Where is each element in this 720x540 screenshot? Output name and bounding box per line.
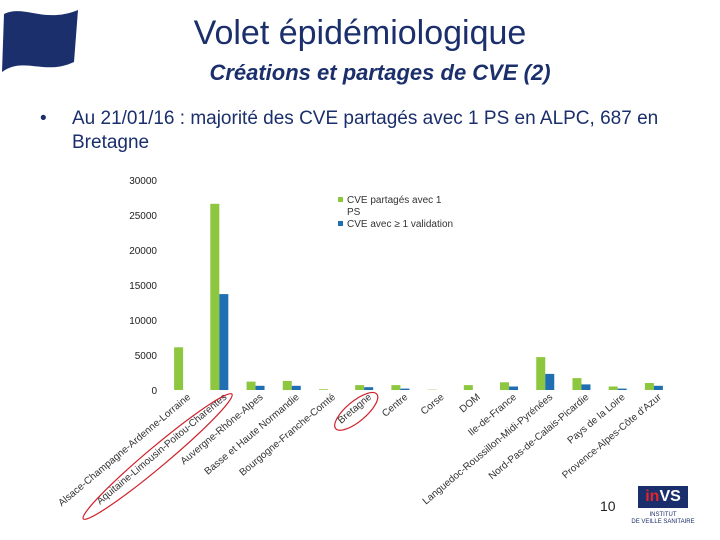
bar-series-1: [391, 385, 401, 390]
bar-series-1: [246, 381, 256, 390]
x-tick-label: Centre: [380, 392, 410, 420]
bar-series-1: [644, 383, 654, 390]
annotation-circle: [82, 393, 233, 520]
bar-series-1: [536, 357, 546, 390]
y-tick-label: 15000: [129, 281, 157, 292]
bar-series-2: [545, 373, 555, 390]
legend-swatch-2: [338, 221, 343, 226]
bar-series-2: [255, 385, 265, 390]
legend-label-1-line2: PS: [347, 207, 361, 218]
bar-series-1: [608, 386, 618, 390]
x-tick-label: Languedoc-Roussillon-Midi-Pyrénées: [421, 392, 555, 507]
legend-label-2: CVE avec ≥ 1 validation: [347, 219, 453, 230]
bar-series-1: [355, 385, 365, 390]
bar-series-1: [282, 380, 292, 390]
bar-series-2: [291, 385, 301, 390]
legend-label-1: CVE partagés avec 1 PS: [347, 195, 442, 218]
bar-series-1: [463, 385, 473, 390]
y-tick-label: 30000: [129, 176, 157, 187]
bar-series-2: [653, 385, 663, 390]
invs-logo-mark: inVS: [638, 486, 688, 508]
flag-logo: [2, 10, 78, 72]
bar-series-2: [400, 388, 410, 390]
bar-series-1: [318, 389, 328, 390]
invs-logo-line2: DE VEILLE SANITAIRE: [631, 519, 695, 525]
bar-series-2: [509, 386, 519, 390]
invs-logo-line1: INSTITUT: [649, 512, 677, 518]
bullet-text: Au 21/01/16 : majorité des CVE partagés …: [72, 108, 659, 153]
y-tick-label: 5000: [135, 351, 158, 362]
bullet-marker: •: [40, 108, 47, 129]
x-tick-label: Corse: [419, 392, 447, 418]
legend-label-1-line1: CVE partagés avec 1: [347, 195, 442, 206]
bar-series-1: [210, 203, 220, 390]
y-tick-label: 25000: [129, 211, 157, 222]
x-tick-label: Alsace-Champagne-Ardenne-Lorraine: [57, 392, 194, 509]
invs-logo: inVS INSTITUT DE VEILLE SANITAIRE: [630, 484, 696, 538]
bar-series-2: [219, 294, 229, 390]
invs-logo-prefix: in: [645, 488, 660, 505]
annotation-circle: [334, 391, 379, 431]
bar-series-1: [500, 382, 510, 390]
y-tick-label: 0: [151, 386, 157, 397]
bar-series-1: [174, 347, 184, 390]
bar-series-1: [572, 378, 582, 390]
legend-swatch-1: [338, 197, 343, 202]
x-tick-label: Aquitaine-Limousin-Poitou-Charentes: [95, 392, 229, 507]
bar-series-2: [617, 388, 627, 390]
x-tick-label: DOM: [458, 392, 483, 415]
y-tick-label: 10000: [129, 316, 157, 327]
x-tick-label: Bretagne: [336, 392, 374, 427]
bar-chart: 0 5000 10000 15000 20000 25000 30000 Alsace-Cha…: [57, 176, 664, 520]
y-tick-label: 20000: [129, 246, 157, 257]
bar-series-2: [581, 384, 591, 390]
page-subtitle: Créations et partages de CVE (2): [209, 60, 551, 85]
invs-logo-suffix: VS: [659, 488, 681, 505]
invs-logo-caption: INSTITUT DE VEILLE SANITAIRE: [630, 512, 696, 526]
bar-series-2: [364, 387, 374, 390]
page-title: Volet épidémiologique: [193, 14, 527, 52]
page-number: 10: [600, 498, 616, 514]
